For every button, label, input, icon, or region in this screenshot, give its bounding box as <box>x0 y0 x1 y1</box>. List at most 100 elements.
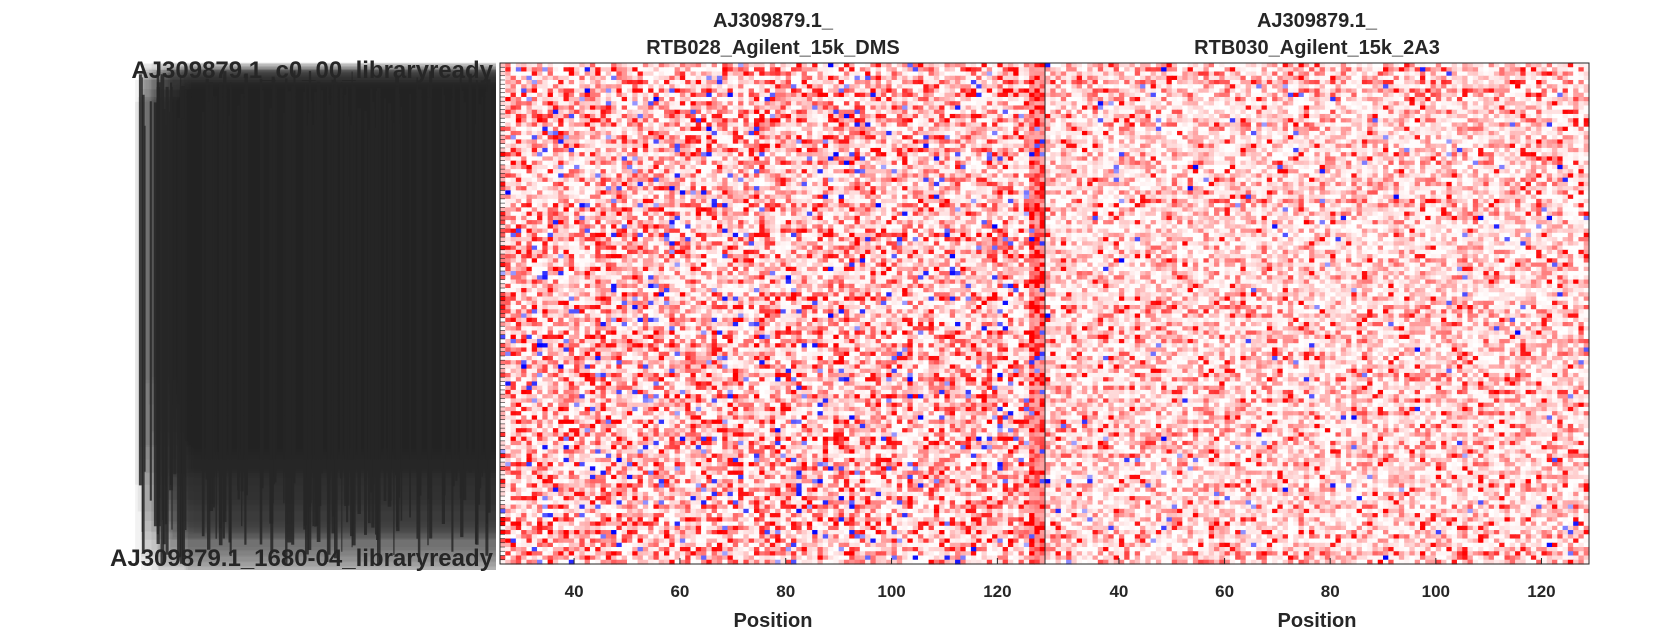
heatmap-cell <box>812 143 819 149</box>
heatmap-cell <box>976 139 983 145</box>
heatmap-cell <box>780 211 787 217</box>
heatmap-cell <box>674 173 681 179</box>
heatmap-cell <box>1018 126 1025 132</box>
heatmap-cell <box>738 160 744 166</box>
heatmap-cell <box>1018 215 1025 221</box>
heatmap-cell <box>891 249 898 255</box>
heatmap-cell <box>642 79 649 85</box>
heatmap-cell <box>902 186 909 191</box>
heatmap-cell <box>584 245 591 251</box>
heatmap-cell <box>896 177 903 183</box>
heatmap-cell <box>669 245 676 251</box>
heatmap-cell <box>722 118 729 124</box>
heatmap-cell <box>568 169 575 174</box>
heatmap-cell <box>679 122 686 128</box>
heatmap-cell <box>970 241 977 247</box>
heatmap-cell <box>992 139 998 145</box>
heatmap-cell <box>748 164 755 170</box>
heatmap-cell <box>918 211 924 217</box>
heatmap-cell <box>521 245 528 251</box>
heatmap-cell <box>976 220 983 225</box>
heatmap-cell <box>738 245 744 251</box>
heatmap-cell <box>584 122 591 128</box>
heatmap-cell <box>595 105 602 111</box>
heatmap-cell <box>812 241 819 247</box>
heatmap-cell <box>753 207 760 213</box>
heatmap-cell <box>796 249 803 255</box>
heatmap-cell <box>886 220 893 225</box>
heatmap-cell <box>568 152 575 158</box>
heatmap-cell <box>1029 232 1036 238</box>
heatmap-cell <box>923 207 930 213</box>
heatmap-cell <box>923 177 930 183</box>
heatmap-cell <box>500 164 506 170</box>
heatmap-cell <box>642 181 649 187</box>
heatmap-cell <box>812 198 819 204</box>
heatmap-cell <box>806 109 813 115</box>
heatmap-cell <box>1039 198 1046 204</box>
heatmap-cell <box>769 139 776 145</box>
heatmap-cell <box>574 122 580 128</box>
heatmap-cell <box>515 160 522 166</box>
heatmap-cell <box>563 258 570 264</box>
heatmap-cell <box>611 139 618 145</box>
heatmap-cell <box>849 101 856 107</box>
heatmap-cell <box>875 75 882 81</box>
heatmap-cell <box>685 109 692 115</box>
heatmap-cell <box>817 101 824 107</box>
heatmap-cell <box>817 228 824 234</box>
heatmap-cell <box>605 237 612 242</box>
heatmap-cell <box>891 105 898 111</box>
heatmap-cell <box>849 96 856 102</box>
heatmap-cell <box>928 177 935 183</box>
heatmap-cell <box>690 190 697 196</box>
heatmap-cell <box>732 232 739 238</box>
heatmap-cell <box>616 152 623 158</box>
heatmap-cell <box>849 237 856 242</box>
heatmap-cell <box>801 96 808 102</box>
heatmap-cell <box>722 203 729 208</box>
heatmap-cell <box>955 105 961 111</box>
heatmap-cell <box>500 96 506 102</box>
heatmap-cell <box>679 63 686 68</box>
heatmap-cell <box>521 186 528 191</box>
heatmap-cell <box>1023 92 1030 98</box>
heatmap-cell <box>849 203 856 208</box>
heatmap-cell <box>838 75 845 81</box>
heatmap-cell <box>976 156 983 162</box>
heatmap-cell <box>775 249 782 255</box>
heatmap-cell <box>1013 164 1020 170</box>
heatmap-cell <box>716 194 723 200</box>
heatmap-cell <box>589 254 596 259</box>
heatmap-cell <box>859 122 866 128</box>
heatmap-cell <box>664 164 670 170</box>
heatmap-cell <box>880 203 887 208</box>
heatmap-cell <box>828 67 834 73</box>
heatmap-cell <box>933 156 940 162</box>
heatmap-cell <box>949 169 956 174</box>
heatmap-cell <box>817 122 824 128</box>
heatmap-cell <box>833 186 840 191</box>
heatmap-cell <box>1039 173 1046 179</box>
heatmap-cell <box>547 203 554 208</box>
heatmap-cell <box>997 147 1004 153</box>
heatmap-cell <box>621 177 628 183</box>
heatmap-cell <box>1007 211 1014 217</box>
heatmap-cell <box>706 113 713 119</box>
heatmap-cell <box>933 237 940 242</box>
heatmap-cell <box>552 96 559 102</box>
heatmap-cell <box>648 88 655 94</box>
heatmap-cell <box>695 228 702 234</box>
heatmap-cell <box>753 75 760 81</box>
heatmap-cell <box>880 113 887 119</box>
heatmap-cell <box>902 96 909 102</box>
heatmap-cell <box>997 169 1004 174</box>
heatmap-cell <box>690 63 697 68</box>
heatmap-cell <box>563 173 570 179</box>
heatmap-cell <box>970 101 977 107</box>
heatmap-cell <box>986 173 993 179</box>
heatmap-cell <box>880 156 887 162</box>
heatmap-cell <box>1018 79 1025 85</box>
heatmap-cell <box>891 92 898 98</box>
heatmap-cell <box>1034 109 1041 115</box>
